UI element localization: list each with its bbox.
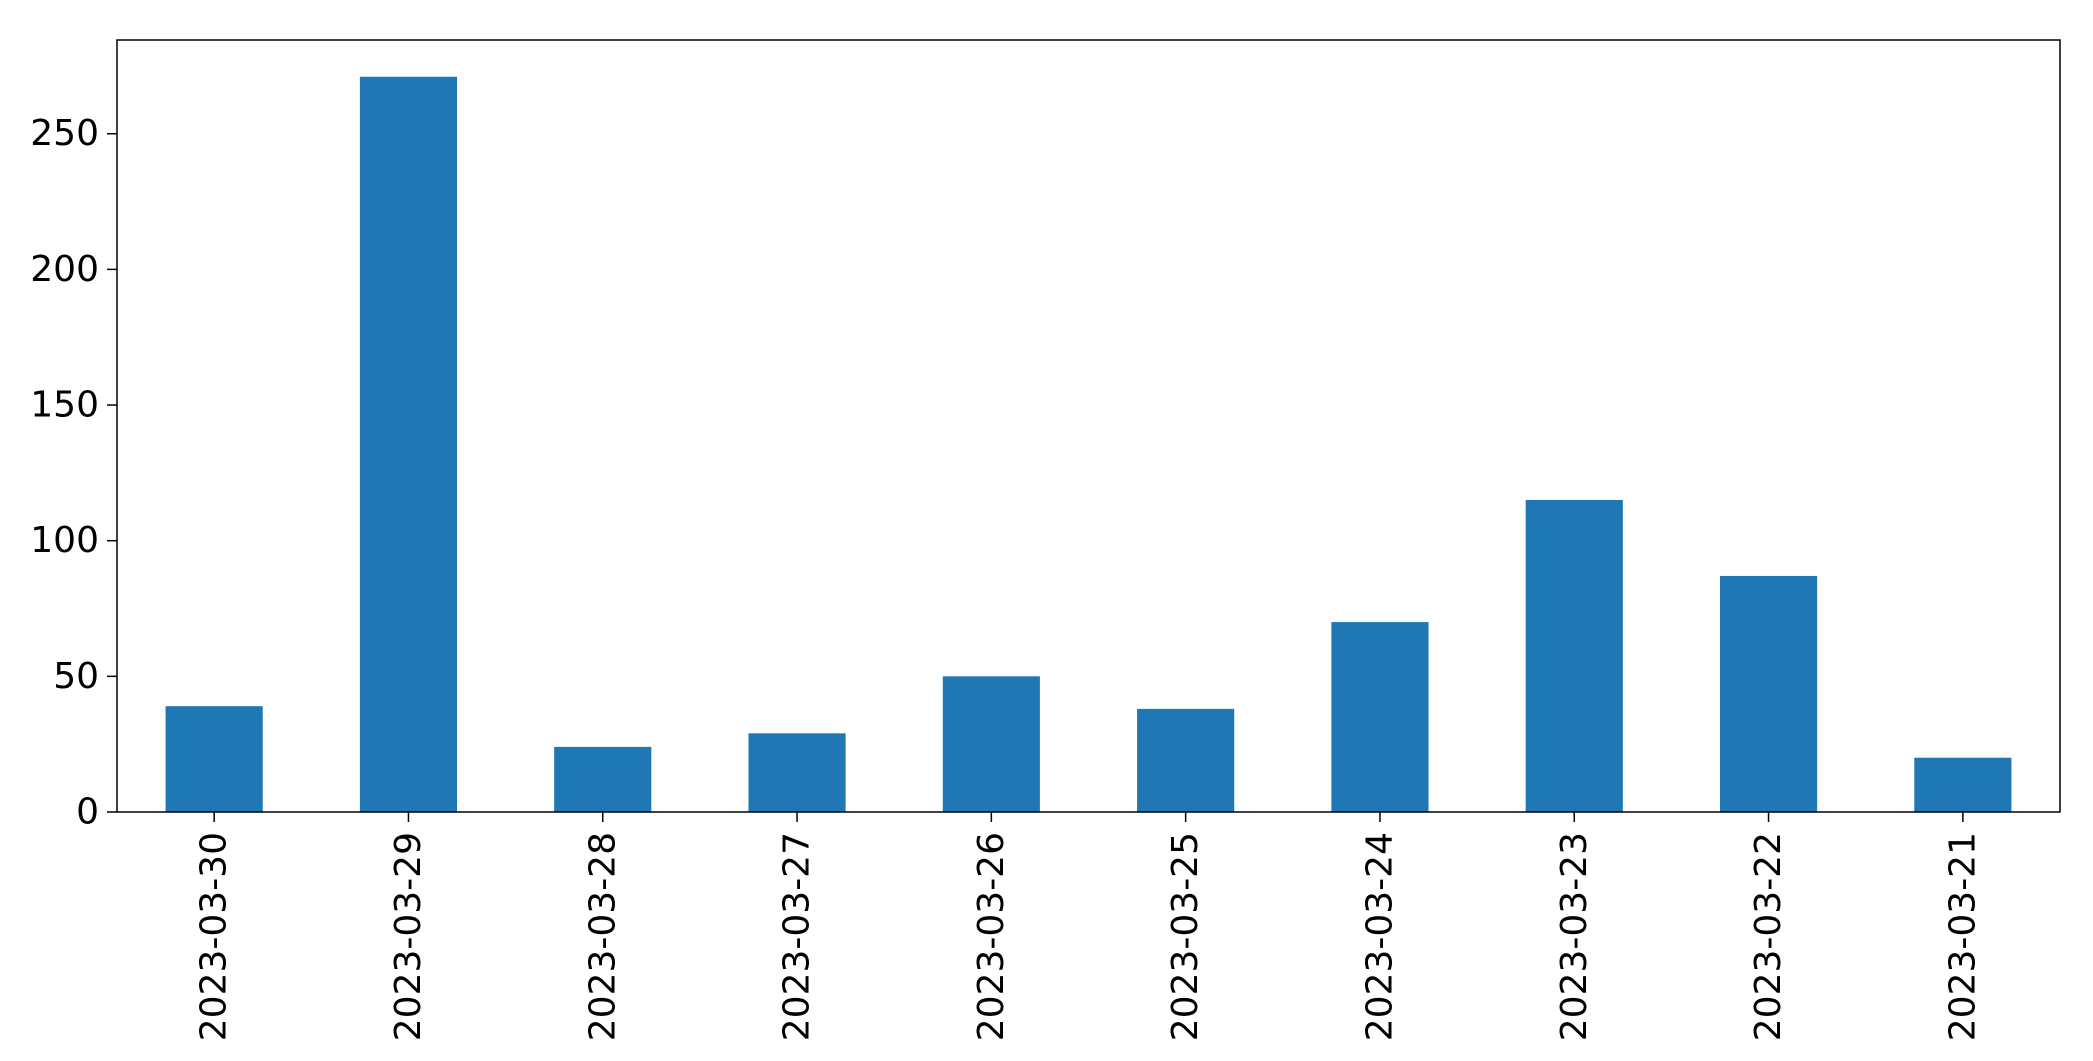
y-tick-label: 200	[30, 249, 99, 290]
x-tick-label: 2023-03-28	[582, 832, 623, 1041]
y-tick-label: 0	[76, 792, 99, 833]
y-tick-label: 50	[53, 656, 99, 697]
bar-2023-03-24	[1331, 622, 1429, 812]
bar-2023-03-21	[1914, 757, 2012, 812]
bars-group	[165, 76, 2012, 812]
plot-area-frame	[116, 39, 2061, 813]
bar-2023-03-23	[1525, 500, 1623, 812]
bar-2023-03-25	[1137, 708, 1235, 812]
bar-2023-03-26	[942, 676, 1040, 812]
bar-2023-03-22	[1719, 575, 1818, 812]
y-tick-label: 250	[30, 113, 99, 154]
x-tick-label: 2023-03-26	[971, 832, 1012, 1041]
x-axis: 2023-03-30 2023-03-29 2023-03-28 2023-03-27…	[194, 812, 1983, 1041]
y-tick-label: 150	[30, 385, 99, 426]
x-tick-label: 2023-03-23	[1554, 832, 1595, 1041]
x-tick-label: 2023-03-22	[1748, 832, 1789, 1041]
bar-2023-03-27	[748, 733, 846, 812]
bar-2023-03-30	[165, 706, 263, 812]
x-tick-label: 2023-03-29	[388, 832, 429, 1041]
bar-2023-03-29	[359, 76, 458, 812]
y-axis: 0 50 100 150 200 250	[30, 113, 117, 833]
x-tick-label: 2023-03-27	[777, 832, 818, 1041]
x-tick-label: 2023-03-25	[1165, 832, 1206, 1041]
x-tick-label: 2023-03-30	[194, 832, 235, 1041]
y-tick-label: 100	[30, 520, 99, 561]
x-tick-label: 2023-03-24	[1359, 832, 1400, 1041]
bar-2023-03-28	[554, 746, 652, 812]
x-tick-label: 2023-03-21	[1942, 832, 1983, 1041]
